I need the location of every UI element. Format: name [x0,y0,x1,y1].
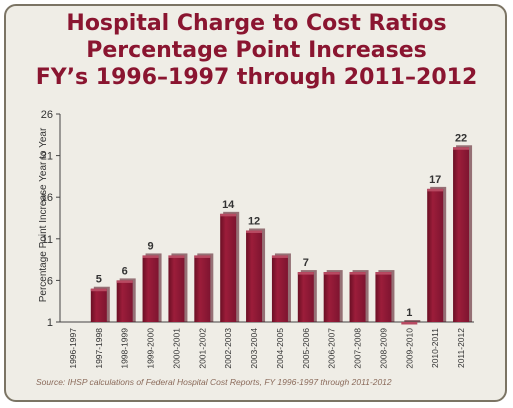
bar [375,272,392,322]
bar-top-highlight [349,272,366,275]
bar-shadow [404,320,421,322]
bar-top-highlight [427,188,444,192]
x-tick-label: 1999-2000 [146,328,156,369]
bar-top-highlight [453,147,470,150]
bar-top-highlight [116,280,133,283]
bars: 5 6 9 14 12 7 1 17 22 [90,132,473,325]
bar-top-highlight [220,213,237,217]
x-tick-label: 1997-1998 [94,328,104,369]
bar-2002-2003 [220,211,240,322]
data-label: 22 [455,132,467,144]
bar-top-highlight [246,230,263,233]
x-tick-label: 2008-2009 [378,328,388,369]
chart-title: Hospital Charge to Cost Ratios Percentag… [0,10,513,91]
bar-1998-1999 [116,278,136,322]
x-tick-label: 2000-2001 [171,328,181,369]
x-tick-label: 2001-2002 [197,328,207,369]
bar [323,272,340,322]
x-tick-label: 2011-2012 [456,328,466,368]
x-tick-label: 2003-2004 [249,328,259,369]
y-tick-label: 11 [42,234,53,246]
data-label: 9 [148,240,154,252]
bar-top-highlight [375,272,392,275]
bar-top-highlight [323,272,340,275]
data-label: 12 [248,215,260,227]
bar-2008-2009 [375,270,395,322]
bar-top-highlight [401,322,418,325]
x-tick-label: 2002-2003 [223,328,233,369]
bar-2007-2008 [349,270,369,322]
bar-top-highlight [297,272,314,275]
x-tick-label: 2006-2007 [327,328,337,369]
bar-top-highlight [194,255,211,258]
chart-title-line-1: Hospital Charge to Cost Ratios [66,11,447,36]
source-note: Source: IHSP calculations of Federal Hos… [36,377,392,387]
bar-1999-2000 [142,253,162,322]
bar [246,230,263,322]
x-tick-label: 2007-2008 [353,328,363,369]
bar [220,213,237,322]
bar-2000-2001 [168,253,188,322]
bar [194,255,211,322]
chart-card [4,4,507,402]
x-tick-label: 2010-2011 [430,328,440,368]
x-tick-label: 2004-2005 [275,328,285,369]
bar-2010-2011 [427,186,447,322]
bar [90,288,107,322]
x-tick-label: 2005-2006 [301,328,311,369]
y-tick-label: 26 [41,109,53,121]
x-tick-label: 2009-2010 [404,328,414,369]
bar [297,272,314,322]
x-tick-label: 1996-1997 [68,328,78,369]
bar [427,188,444,322]
bar-top-highlight [168,255,185,258]
bar-2005-2006 [297,270,317,322]
bar [142,255,159,322]
bar-1997-1998 [90,286,110,322]
bar-top-highlight [142,255,159,258]
bar-2006-2007 [323,270,343,322]
y-tick-label: 16 [41,192,53,204]
y-tick-label: 21 [41,151,53,163]
data-label: 5 [96,274,102,286]
data-label: 6 [122,265,128,277]
bar [116,280,133,322]
bar-2001-2002 [194,253,214,322]
bar-2004-2005 [271,253,291,322]
bar [168,255,185,322]
chart-title-line-2: Percentage Point Increases [86,38,427,63]
bar-2003-2004 [246,228,266,322]
data-label: 14 [222,199,235,211]
y-tick-label: 1 [47,317,53,329]
bar [349,272,366,322]
x-tick-label: 1998-1999 [120,328,130,369]
bar-top-highlight [90,288,107,292]
data-label: 1 [406,307,412,319]
bar-2011-2012 [453,145,473,322]
data-label: 17 [429,174,441,186]
bar [453,147,470,322]
bar-2009-2010 [401,320,421,325]
bar [271,255,288,322]
y-tick-label: 6 [47,275,53,287]
data-label: 7 [303,257,309,269]
y-axis-label: Percentage Point Increase Year to Year [38,127,49,302]
chart-title-line-3: FY’s 1996–1997 through 2011–2012 [35,65,478,90]
bar-top-highlight [271,255,288,258]
